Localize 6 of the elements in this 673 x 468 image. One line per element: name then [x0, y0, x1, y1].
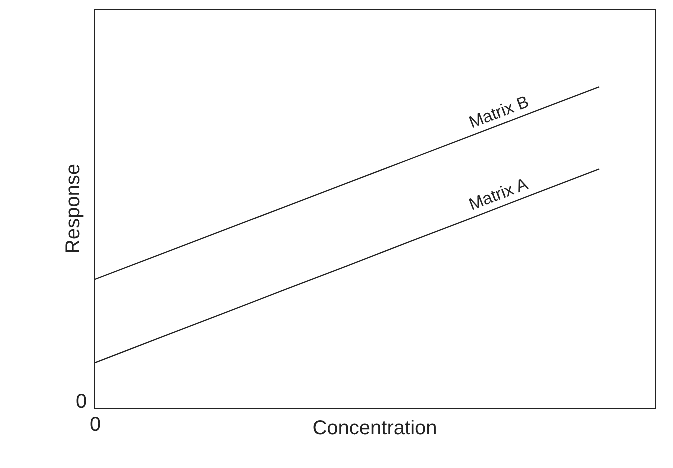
text: Matrix A: [466, 174, 532, 214]
text: 0: [90, 414, 102, 436]
x-axis-title: Concentration: [312, 418, 438, 440]
text: 0: [76, 391, 88, 413]
y-axis-title: Response: [62, 164, 84, 254]
text: Matrix B: [466, 92, 532, 132]
